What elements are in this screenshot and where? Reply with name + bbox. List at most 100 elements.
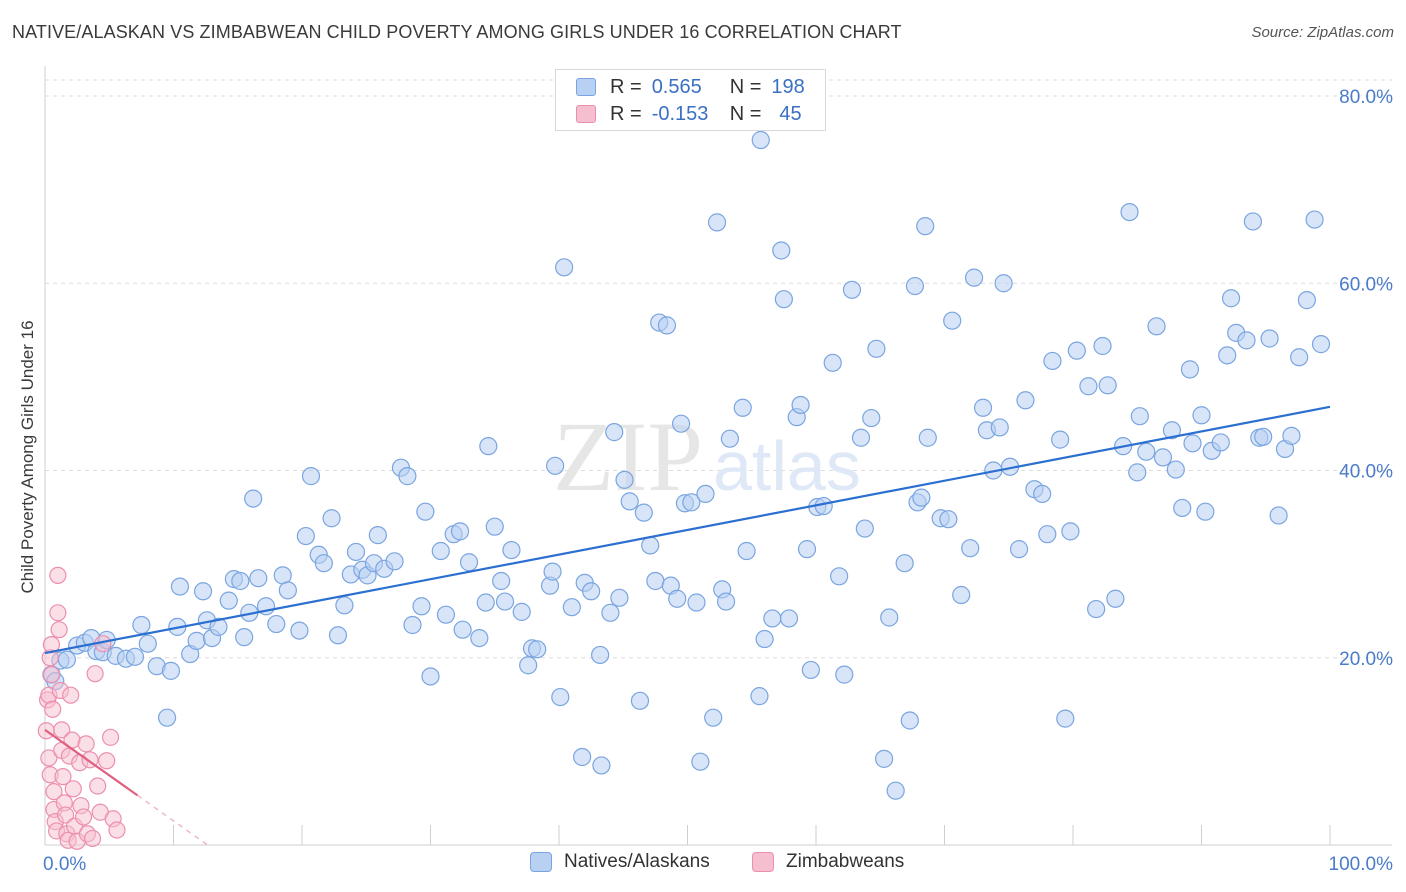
- natives-alaskans-point: [779, 609, 799, 628]
- natives-alaskans-point: [687, 593, 706, 612]
- legend-item-natives[interactable]: Natives/Alaskans: [530, 851, 710, 873]
- natives-alaskans-point: [737, 541, 756, 561]
- pink-swatch: [576, 105, 596, 123]
- zimbabweans-point: [74, 808, 93, 826]
- natives-alaskans-point: [842, 280, 862, 299]
- natives-alaskans-point: [657, 316, 677, 335]
- natives-alaskans-point: [1211, 433, 1230, 452]
- natives-alaskans-point: [1128, 463, 1147, 482]
- natives-alaskans-point: [610, 588, 629, 607]
- natives-alaskans-point: [278, 581, 297, 600]
- natives-alaskans-point: [231, 571, 250, 591]
- natives-alaskans-point: [57, 650, 76, 669]
- natives-alaskans-point: [943, 311, 962, 330]
- natives-alaskans-point: [875, 749, 894, 768]
- natives-alaskans-point: [492, 571, 511, 591]
- natives-alaskans-point: [573, 747, 592, 767]
- natives-alaskans-point: [1173, 498, 1192, 518]
- zimbabweans-point: [108, 821, 126, 839]
- natives-alaskans-point: [1093, 336, 1112, 356]
- natives-alaskans-point: [1243, 212, 1263, 231]
- natives-alaskans-point: [187, 631, 206, 650]
- natives-alaskans-point: [1162, 421, 1182, 440]
- natives-alaskans-point: [601, 603, 620, 622]
- natives-alaskans-point: [707, 213, 727, 232]
- pink-swatch: [752, 852, 774, 872]
- natives-alaskans-point: [416, 502, 435, 521]
- stats-legend-row-natives: R = 0.565 N = 198: [576, 75, 805, 99]
- zimbabweans-point: [77, 735, 95, 753]
- natives-alaskans-point: [867, 339, 886, 358]
- natives-alaskans-point: [1183, 434, 1202, 453]
- natives-alaskans-point: [973, 398, 993, 417]
- natives-alaskans-point: [646, 571, 665, 591]
- natives-alaskans-point: [1218, 346, 1237, 365]
- zimbabweans-trendline: [44, 728, 139, 797]
- natives-alaskans-point: [170, 577, 190, 596]
- legend-label: Natives/Alaskans: [564, 851, 710, 872]
- natives-alaskans-point: [1043, 351, 1062, 371]
- n-label: N =: [729, 75, 762, 98]
- natives-alaskans-point: [733, 398, 752, 417]
- zimbabweans-point: [83, 829, 102, 848]
- natives-alaskans-point: [990, 418, 1009, 437]
- legend-item-zimbabweans[interactable]: Zimbabweans: [752, 851, 904, 873]
- natives-alaskans-point: [479, 437, 498, 456]
- y-tick-label: 80.0%: [1339, 87, 1393, 108]
- natives-alaskans-point: [772, 241, 791, 260]
- natives-alaskans-point: [855, 519, 874, 538]
- natives-alaskans-point: [555, 258, 574, 277]
- natives-alaskans-point: [244, 489, 263, 508]
- natives-alaskans-point: [615, 470, 634, 489]
- trendlines: [44, 405, 1331, 846]
- zimbabweans-point: [45, 783, 63, 801]
- natives-alaskans-point: [398, 467, 417, 486]
- natives-alaskans-point: [1087, 599, 1106, 619]
- blue-swatch: [530, 852, 552, 872]
- r-value: 0.565: [651, 75, 702, 98]
- natives-alaskans-point: [641, 536, 660, 555]
- natives-alaskans-point: [682, 493, 701, 512]
- natives-alaskans-point: [918, 428, 937, 447]
- zimbabweans-point: [44, 700, 62, 718]
- natives-alaskans-point: [1016, 391, 1035, 410]
- natives-alaskans-point: [450, 522, 470, 541]
- natives-alaskans-point: [193, 582, 213, 601]
- natives-alaskans-point: [1106, 589, 1125, 608]
- natives-alaskans-point: [219, 591, 238, 610]
- natives-alaskans-point: [314, 554, 333, 573]
- natives-alaskans-point: [1130, 407, 1149, 426]
- natives-alaskans-point: [1254, 427, 1273, 446]
- natives-alaskans-point: [436, 605, 456, 624]
- natives-alaskans-point: [900, 711, 919, 730]
- x-tick-label: 100.0%: [1329, 854, 1394, 875]
- natives-alaskans-point: [750, 687, 769, 706]
- natives-alaskans-point: [994, 274, 1013, 293]
- natives-alaskans-point: [716, 592, 736, 611]
- y-tick-label: 20.0%: [1339, 649, 1393, 670]
- natives-alaskans-point: [1311, 335, 1331, 354]
- natives-alaskans-point: [476, 593, 495, 612]
- natives-alaskans-point: [830, 567, 849, 586]
- natives-alaskans-point: [1260, 329, 1279, 348]
- natives-alaskans-point: [335, 596, 354, 615]
- natives-alaskans-point: [1166, 460, 1185, 479]
- natives-alaskans-point: [591, 645, 610, 665]
- legend-label: Zimbabweans: [786, 851, 905, 872]
- natives-alaskans-point: [886, 781, 905, 800]
- natives-alaskans-point: [1079, 377, 1098, 396]
- y-tick-label: 40.0%: [1339, 462, 1393, 483]
- natives-alaskans-point: [1038, 525, 1057, 544]
- natives-alaskans-point: [235, 628, 254, 647]
- natives-alaskans-point: [912, 488, 931, 507]
- natives-alaskans-point: [630, 691, 650, 710]
- natives-alaskans-point: [1269, 506, 1288, 525]
- natives-alaskans-point: [161, 661, 181, 680]
- natives-alaskans-point: [368, 526, 387, 545]
- natives-alaskans-point: [1061, 522, 1080, 541]
- natives-alaskans-point: [823, 353, 842, 372]
- natives-alaskans-point: [301, 467, 321, 486]
- natives-alaskans-point: [403, 615, 422, 635]
- natives-alaskans-point: [512, 602, 531, 621]
